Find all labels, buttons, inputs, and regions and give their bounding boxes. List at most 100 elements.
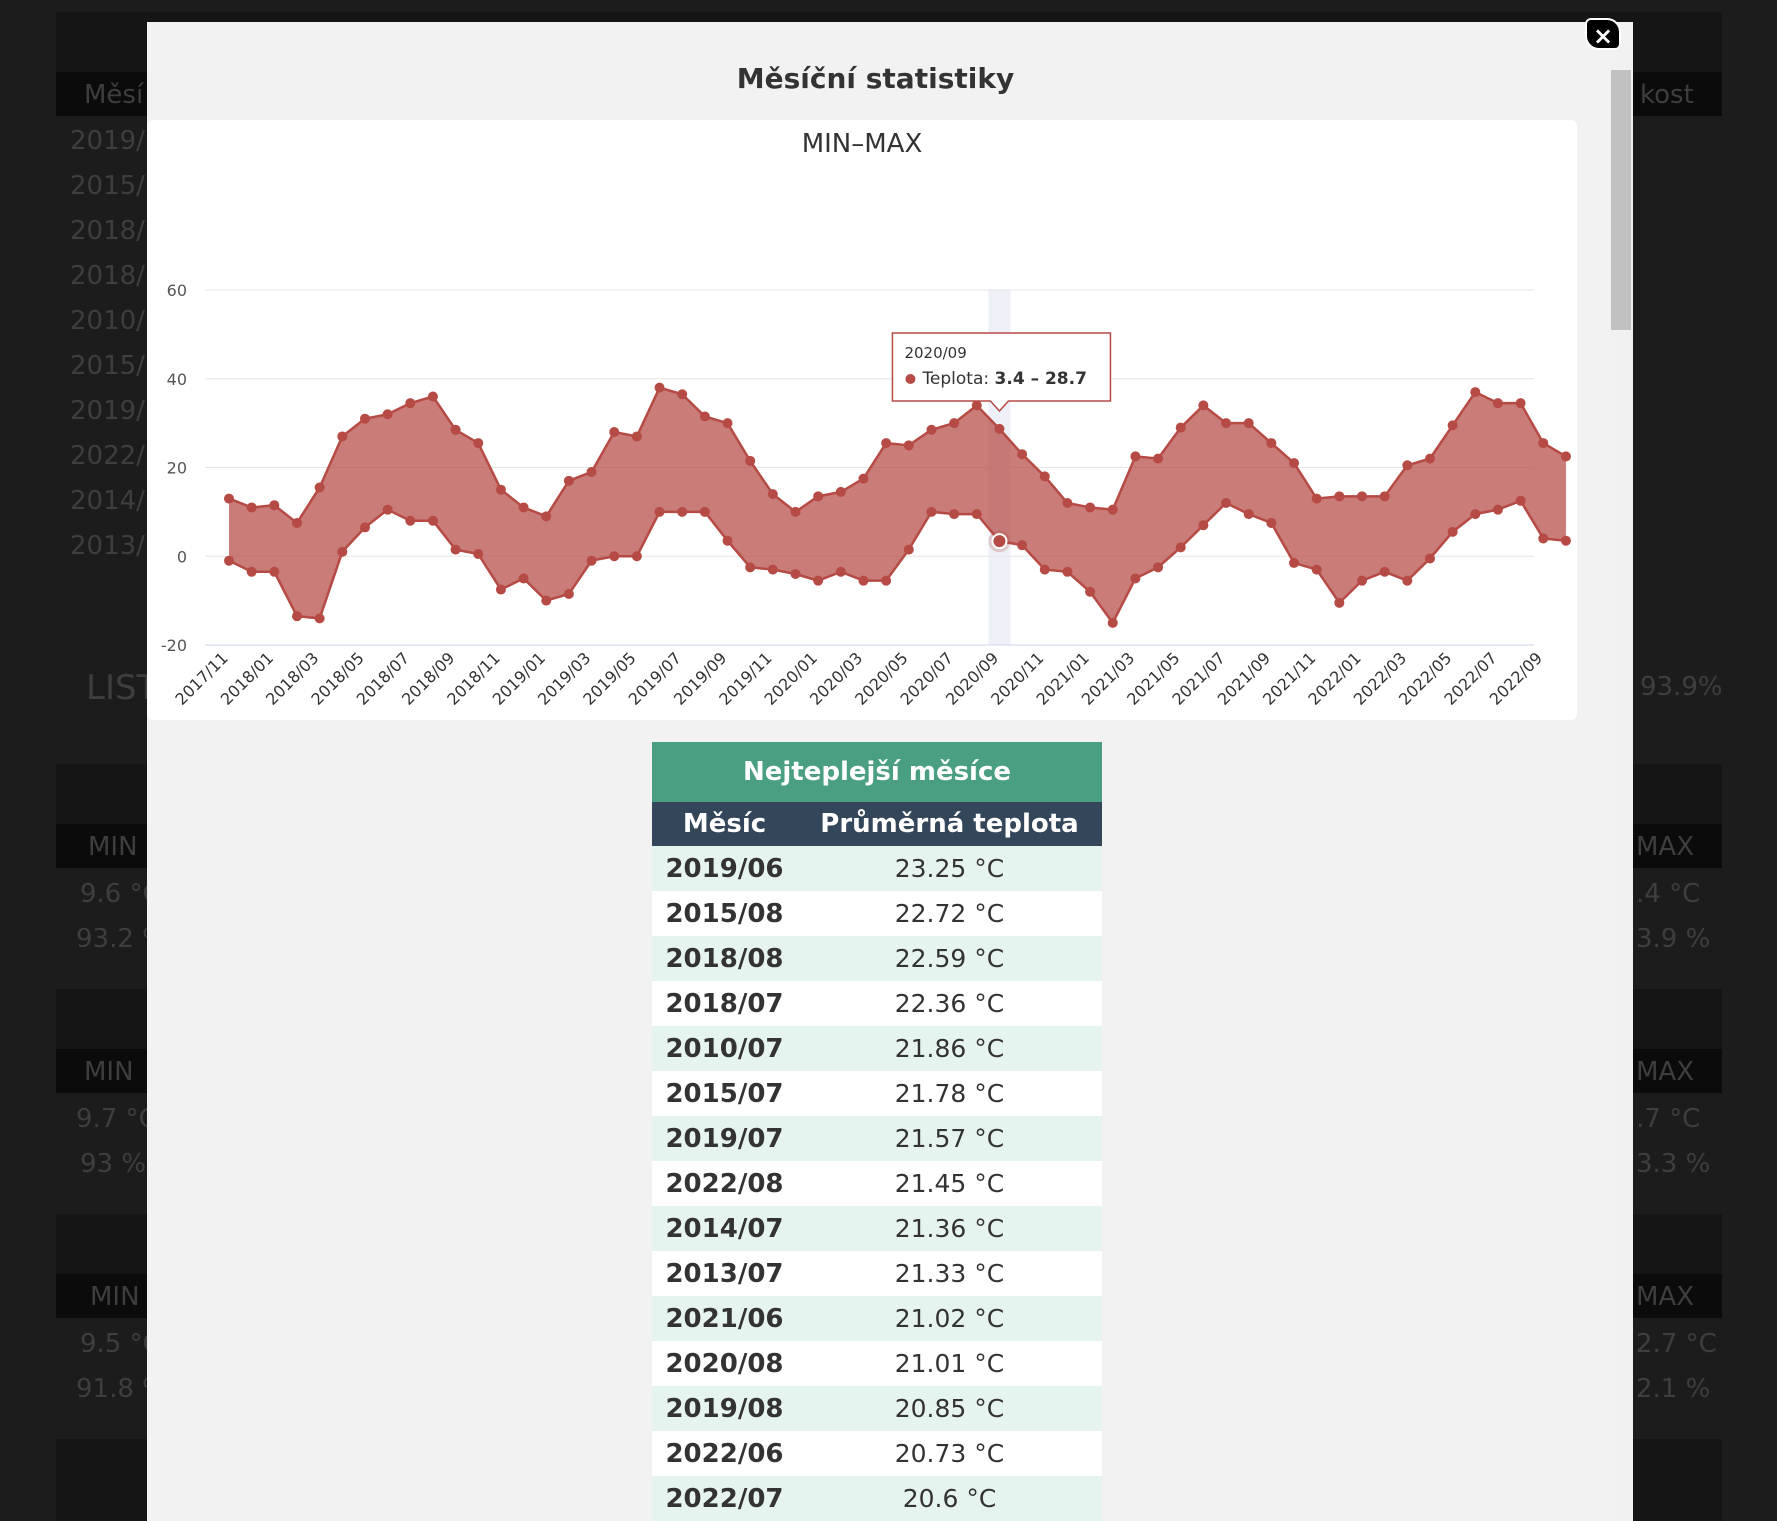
- bg-month: 2018/: [70, 216, 145, 246]
- month-cell: 2019/06: [652, 846, 797, 891]
- data-point-low: [1311, 564, 1322, 575]
- area-range: [229, 387, 1566, 623]
- close-button[interactable]: ×: [1585, 18, 1621, 50]
- table-row: 2015/07 21.78 °C: [652, 1071, 1102, 1116]
- data-point-low: [1175, 542, 1186, 553]
- table-row: 2015/08 22.72 °C: [652, 891, 1102, 936]
- data-point-high: [1266, 438, 1277, 449]
- data-point-low: [1492, 504, 1503, 515]
- series-line-low: [228, 499, 1567, 626]
- data-point-low: [609, 551, 620, 562]
- data-point-low: [1402, 575, 1413, 586]
- data-point-low: [473, 549, 484, 560]
- month-cell: 2015/08: [652, 891, 797, 936]
- data-point-low: [1357, 575, 1367, 586]
- data-point-high: [541, 511, 552, 522]
- table-row: 2013/07 21.33 °C: [652, 1251, 1102, 1296]
- minmax-chart-card: MIN–MAX 60 40 20 0 -20 2017/11 2018/01 2018/03 20…: [147, 120, 1577, 720]
- data-point-high: [903, 440, 914, 451]
- modal-title: Měsíční statistiky: [736, 62, 1015, 95]
- data-point-high: [699, 411, 710, 422]
- data-point-low: [495, 584, 506, 595]
- data-point-high: [1515, 398, 1526, 409]
- data-point-low: [1379, 566, 1390, 577]
- bg-min-label: MIN: [90, 1282, 140, 1312]
- data-point-low: [858, 575, 869, 586]
- bg-right-val: 3.3 %: [1636, 1149, 1711, 1179]
- table-row: 2021/06 21.02 °C: [652, 1296, 1102, 1341]
- temperature-cell: 21.78 °C: [797, 1071, 1102, 1116]
- data-point-low: [1153, 562, 1164, 573]
- bg-right-val: 2.7 °C: [1636, 1329, 1717, 1359]
- data-point-high: [677, 389, 688, 400]
- table-row: 2010/07 21.86 °C: [652, 1026, 1102, 1071]
- temperature-cell: 22.36 °C: [797, 981, 1102, 1026]
- data-point-high: [881, 438, 892, 449]
- bg-month: 2022/: [70, 441, 145, 471]
- data-point-high: [495, 484, 506, 495]
- bg-max-label: MAX: [1636, 1282, 1695, 1312]
- temperature-cell: 23.25 °C: [797, 846, 1102, 891]
- bg-max-label: MAX: [1636, 832, 1695, 862]
- bg-month: 2019/: [70, 126, 145, 156]
- data-point-high: [1039, 471, 1050, 482]
- temperature-cell: 22.59 °C: [797, 936, 1102, 981]
- data-point-low: [1515, 495, 1526, 506]
- table-row: 2020/08 21.01 °C: [652, 1341, 1102, 1386]
- y-tick-label: 40: [167, 370, 187, 389]
- y-tick-label: 20: [167, 459, 187, 478]
- bg-month: 2015/: [70, 171, 145, 201]
- data-point-high: [1357, 491, 1367, 502]
- data-point-high: [1470, 387, 1481, 398]
- y-tick-label: -20: [161, 636, 187, 655]
- data-point-low: [224, 555, 234, 566]
- data-point-low: [677, 506, 688, 517]
- data-point-low: [1130, 573, 1141, 584]
- temperature-cell: 22.72 °C: [797, 891, 1102, 936]
- bg-month: 2019/: [70, 396, 145, 426]
- data-point-hovered: [991, 533, 1008, 550]
- tooltip-date: 2020/09: [904, 344, 966, 362]
- data-point-low: [541, 595, 552, 606]
- bg-month: 2015/: [70, 351, 145, 381]
- bg-month: 2010/: [70, 306, 145, 336]
- data-point-high: [971, 400, 982, 411]
- month-cell: 2014/07: [652, 1206, 797, 1251]
- bg-section-label: LIST: [86, 668, 158, 708]
- data-point-low: [971, 509, 982, 520]
- data-point-high: [1221, 418, 1232, 429]
- data-point-low: [790, 569, 801, 579]
- data-point-high: [994, 423, 1005, 434]
- data-point-high: [1175, 422, 1186, 433]
- data-point-low: [405, 515, 416, 526]
- data-point-low: [1039, 564, 1050, 575]
- month-cell: 2022/08: [652, 1161, 797, 1206]
- data-point-low: [926, 506, 937, 517]
- table-row: 2018/08 22.59 °C: [652, 936, 1102, 981]
- table-row: 2019/07 21.57 °C: [652, 1116, 1102, 1161]
- data-point-high: [586, 466, 597, 477]
- tooltip-series-marker: [905, 374, 916, 384]
- y-tick-label: 0: [177, 547, 187, 566]
- month-cell: 2019/07: [652, 1116, 797, 1161]
- data-point-low: [745, 562, 756, 573]
- data-point-low: [1085, 586, 1096, 597]
- data-point-low: [1221, 498, 1232, 508]
- modal-scrollbar[interactable]: [1611, 47, 1633, 1521]
- data-point-high: [1492, 398, 1503, 409]
- data-point-low: [654, 506, 665, 517]
- minmax-chart[interactable]: MIN–MAX6040200-202017/112018/012018/0320…: [147, 120, 1577, 720]
- temperature-cell: 21.36 °C: [797, 1206, 1102, 1251]
- data-point-high: [450, 424, 461, 435]
- data-point-high: [382, 409, 393, 420]
- data-point-low: [1424, 553, 1435, 564]
- scrollbar-thumb[interactable]: [1611, 70, 1631, 330]
- data-point-low: [1062, 566, 1073, 577]
- data-point-high: [1334, 491, 1345, 502]
- data-point-low: [314, 613, 325, 624]
- data-point-low: [1198, 520, 1209, 531]
- data-point-high: [1538, 438, 1549, 449]
- data-point-high: [949, 418, 960, 429]
- data-point-low: [903, 544, 914, 555]
- month-cell: 2018/08: [652, 936, 797, 981]
